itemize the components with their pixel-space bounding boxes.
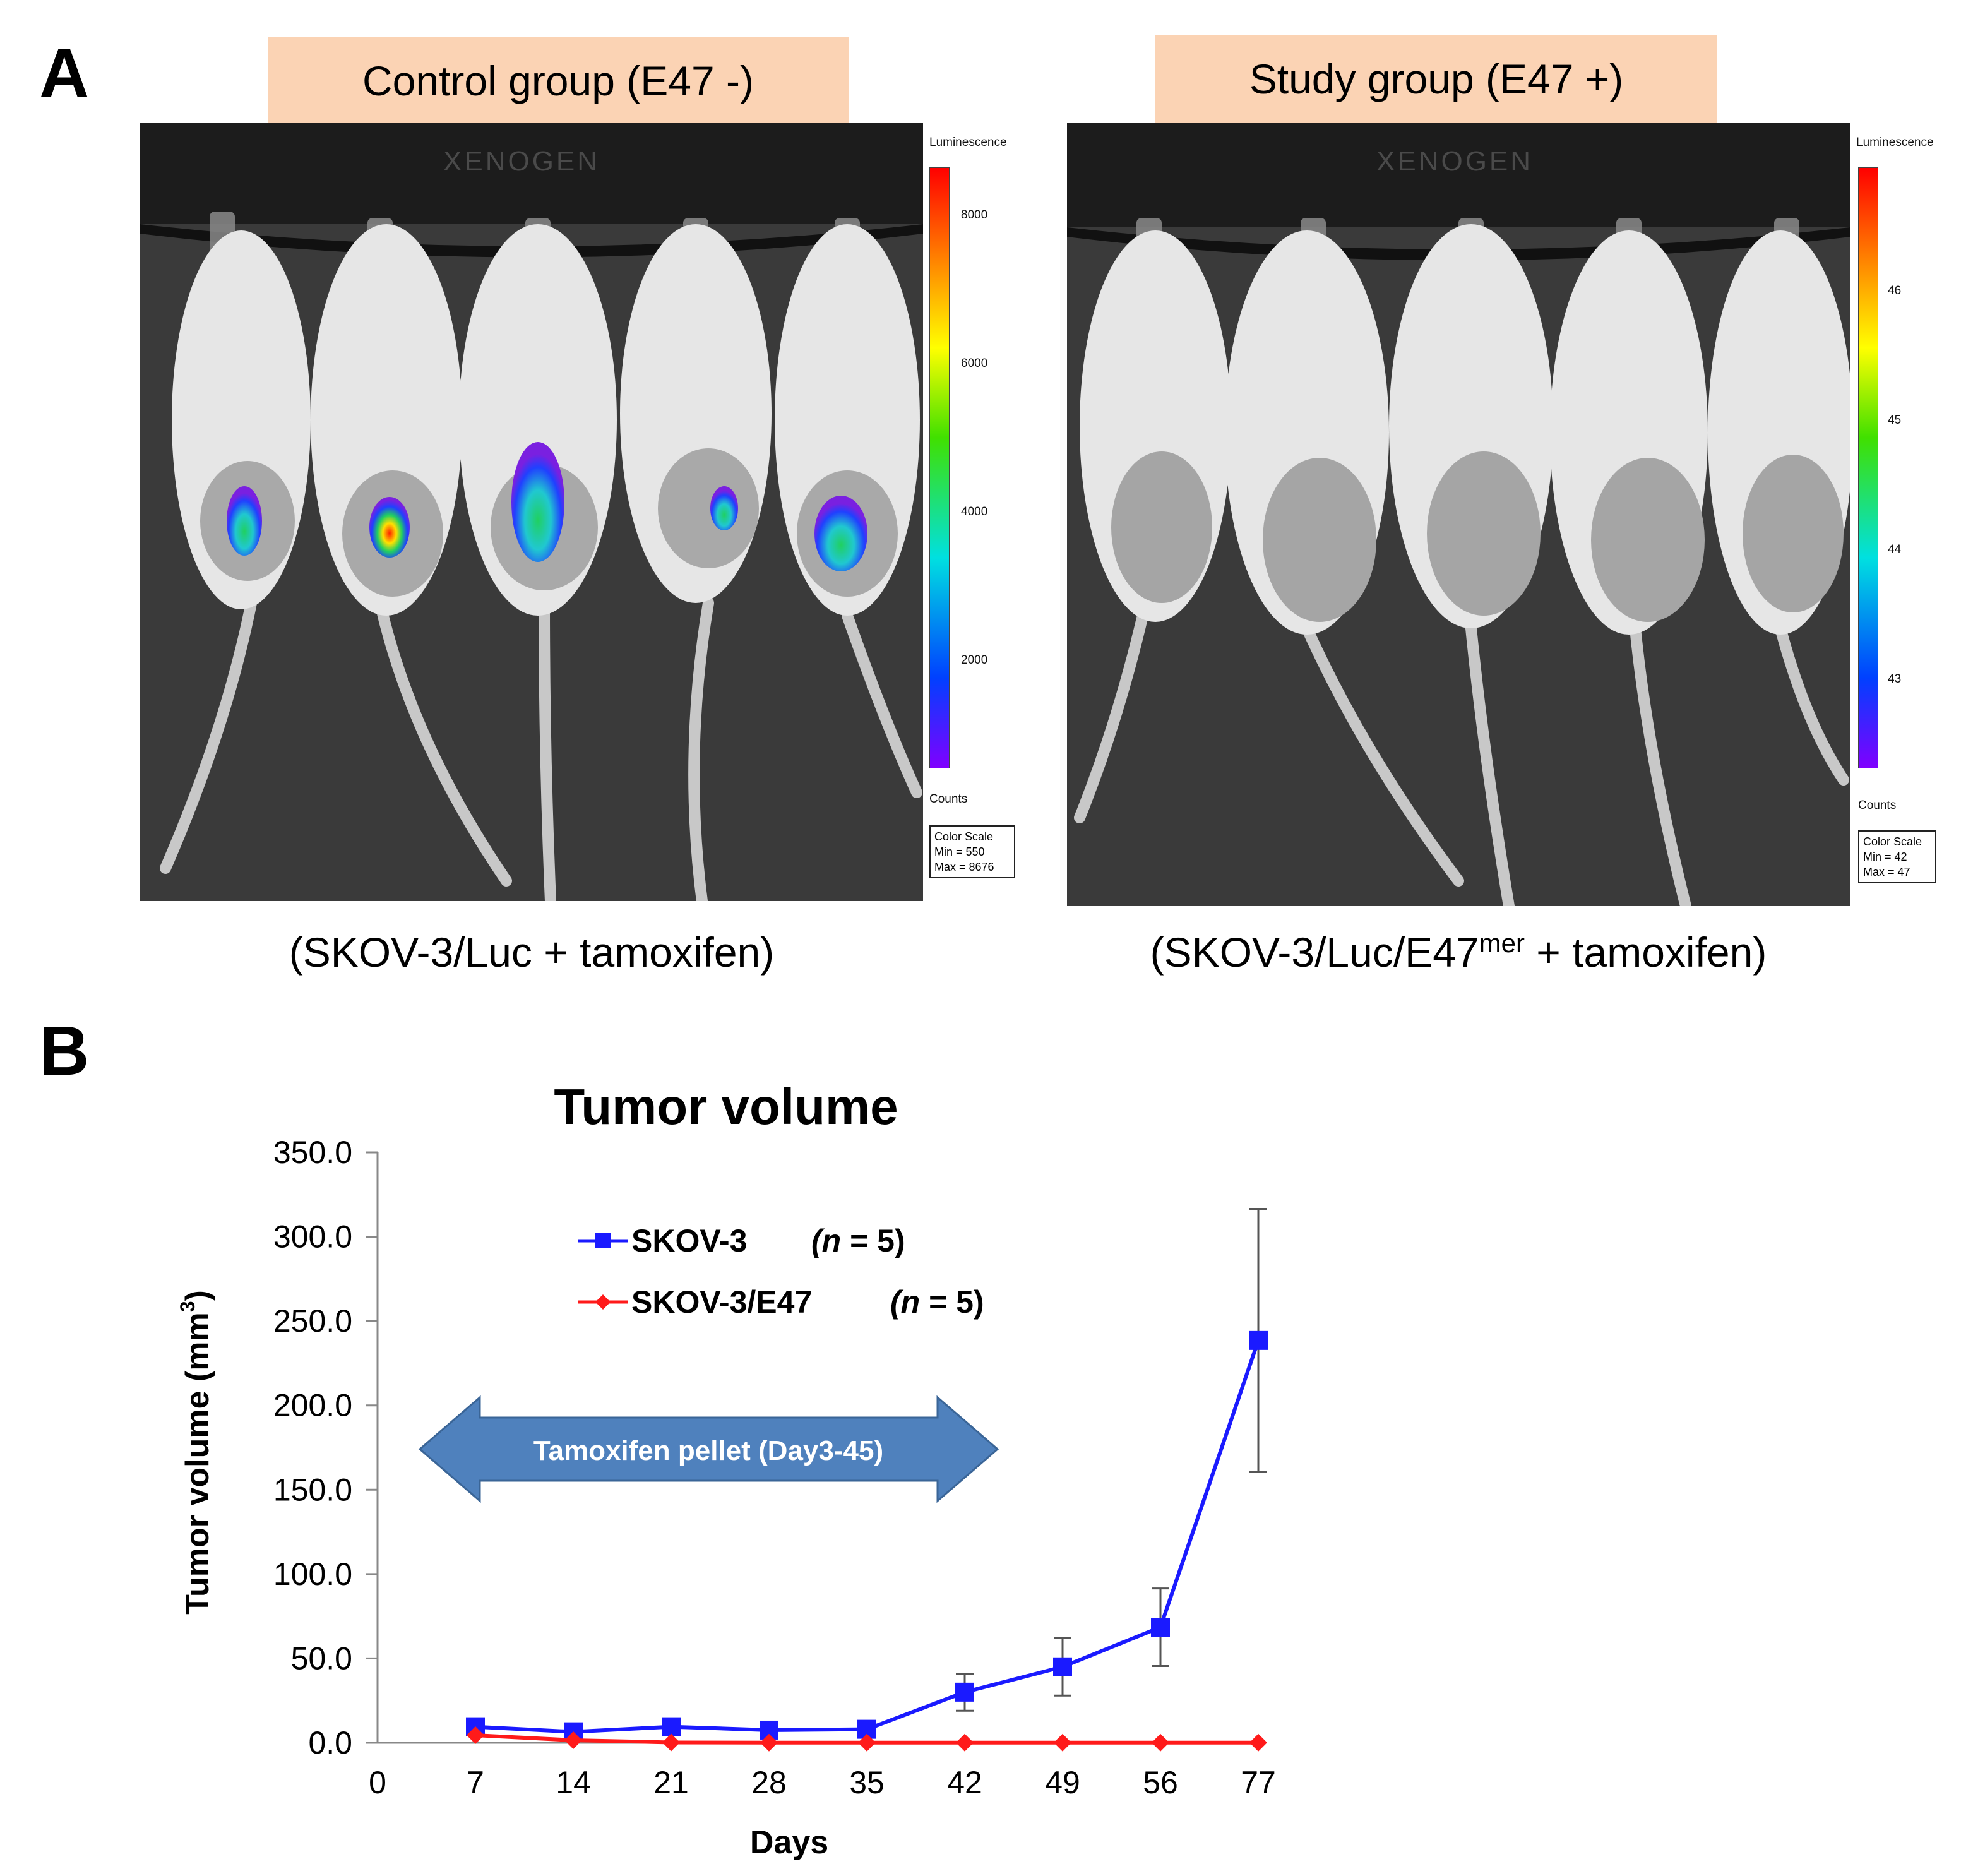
x-tick-label: 35	[849, 1765, 885, 1800]
data-point-skov-3	[662, 1717, 681, 1736]
study-scale-box-title: Color Scale	[1863, 835, 1922, 848]
control-scale-tick-3: 4000	[961, 505, 988, 518]
chart-legend: SKOV-3 (n = 5) SKOV-3/E47 (n = 5)	[578, 1223, 984, 1320]
control-group-image: XENOGEN	[140, 123, 923, 901]
x-tick-label: 28	[751, 1765, 787, 1800]
y-tick-label: 350.0	[273, 1135, 352, 1170]
control-scale-tick-4: 2000	[961, 654, 988, 667]
y-tick-label: 100.0	[273, 1556, 352, 1592]
x-tick-label: 77	[1241, 1765, 1276, 1800]
data-point-skov-3-e47	[1054, 1733, 1071, 1752]
study-scale-box: Color Scale Min = 42 Max = 47	[1858, 830, 1936, 883]
legend-label-skov3: SKOV-3	[631, 1223, 747, 1258]
study-instrument-text: XENOGEN	[1376, 146, 1533, 177]
data-point-skov-3-e47	[662, 1733, 680, 1752]
data-point-skov-3-e47	[858, 1733, 876, 1752]
study-caption-sup: mer	[1479, 928, 1525, 958]
control-scale-unit: Counts	[929, 792, 968, 806]
y-axis-label-close: )	[179, 1290, 216, 1301]
study-scale-title: Luminescence	[1856, 136, 1934, 149]
legend-label-skov3-e47: SKOV-3/E47	[631, 1284, 812, 1320]
legend-n-letter-skov3-e47: n	[901, 1284, 921, 1320]
y-tick-label: 300.0	[273, 1219, 352, 1255]
x-tick-label: 7	[467, 1765, 484, 1800]
x-tick-label: 42	[947, 1765, 982, 1800]
data-point-skov-3	[1249, 1330, 1268, 1350]
data-point-skov-3-e47	[1249, 1733, 1267, 1752]
control-scale-tick-1: 8000	[961, 208, 988, 222]
panel-a-letter: A	[39, 35, 90, 112]
study-group-label: Study group (E47 +)	[1155, 35, 1717, 123]
legend-n-letter-skov3: n	[822, 1223, 842, 1258]
series-line-skov-3	[475, 1339, 1260, 1734]
control-scale-max: Max = 8676	[934, 861, 994, 873]
study-caption: (SKOV-3/Luc/E47mer + tamoxifen)	[1067, 928, 1850, 976]
x-tick-label: 14	[556, 1765, 591, 1800]
study-scale-min: Min = 42	[1863, 851, 1907, 863]
data-point-skov-3	[1151, 1618, 1170, 1637]
control-scale-bar	[929, 167, 950, 768]
y-axis-label: Tumor volume (mm3)	[176, 1290, 216, 1615]
control-scale-min: Min = 550	[934, 845, 985, 858]
y-tick-label: 0.0	[308, 1725, 352, 1760]
study-caption-main: (SKOV-3/Luc/E47	[1150, 929, 1479, 976]
study-scale-max: Max = 47	[1863, 866, 1910, 878]
data-point-skov-3-e47	[760, 1733, 778, 1752]
legend-n-skov3: (n = 5)	[811, 1223, 905, 1258]
y-tick-label: 200.0	[273, 1388, 352, 1423]
control-scale-tick-2: 6000	[961, 357, 988, 370]
x-tick-label: 0	[369, 1765, 386, 1800]
study-group-image: XENOGEN	[1067, 123, 1850, 906]
control-scale-box-title: Color Scale	[934, 830, 994, 843]
tamoxifen-arrow	[418, 1395, 999, 1503]
panel-b-letter: B	[39, 1012, 90, 1090]
study-caption-tail: + tamoxifen)	[1524, 929, 1767, 976]
data-point-skov-3	[1053, 1657, 1072, 1676]
study-color-scale: Luminescence 46 45 44 43 Counts Color Sc…	[1855, 123, 1950, 906]
tamoxifen-arrow-label: Tamoxifen pellet (Day3-45)	[533, 1435, 883, 1466]
study-scale-unit: Counts	[1858, 799, 1897, 812]
y-axis-label-sup: 3	[176, 1301, 199, 1312]
data-point-skov-3-e47	[1152, 1733, 1169, 1752]
x-tick-label: 21	[653, 1765, 689, 1800]
control-group-label: Control group (E47 -)	[268, 37, 849, 125]
study-scale-tick-1: 46	[1888, 284, 1902, 297]
data-point-skov-3-e47	[467, 1726, 484, 1744]
chart-title: Tumor volume	[554, 1078, 898, 1135]
control-caption: (SKOV-3/Luc + tamoxifen)	[289, 929, 775, 976]
data-point-skov-3-e47	[564, 1731, 582, 1749]
data-point-skov-3	[955, 1682, 974, 1702]
study-scale-bar	[1858, 167, 1878, 768]
y-tick-label: 150.0	[273, 1472, 352, 1507]
control-color-scale: Luminescence 8000 6000 4000 2000 Counts …	[923, 123, 1018, 901]
study-scale-tick-3: 44	[1888, 543, 1902, 556]
y-tick-label: 50.0	[291, 1640, 352, 1676]
data-point-skov-3-e47	[956, 1733, 974, 1752]
legend-n-value-skov3: = 5)	[841, 1223, 905, 1258]
control-mice-illustration: XENOGEN	[140, 123, 923, 901]
legend-marker-skov3-e47	[595, 1294, 611, 1310]
x-tick-label: 56	[1143, 1765, 1178, 1800]
y-tick-label: 250.0	[273, 1303, 352, 1339]
legend-marker-skov3	[595, 1233, 611, 1248]
x-tick-label: 49	[1045, 1765, 1080, 1800]
tumor-volume-chart: Tumor volume 0.0 50.0 100.0 150.0 200.0 250.0…	[176, 1078, 1276, 1861]
control-scale-box: Color Scale Min = 550 Max = 8676	[929, 825, 1015, 878]
study-mice-illustration: XENOGEN	[1067, 123, 1850, 906]
control-instrument-text: XENOGEN	[443, 146, 600, 177]
study-scale-tick-4: 43	[1888, 672, 1902, 686]
legend-n-value-skov3-e47: = 5)	[920, 1284, 984, 1320]
x-axis-label: Days	[750, 1824, 828, 1861]
study-scale-tick-2: 45	[1888, 414, 1902, 427]
y-axis-label-main: Tumor volume (mm	[179, 1312, 216, 1615]
control-scale-title: Luminescence	[929, 136, 1007, 149]
legend-n-skov3-e47: (n = 5)	[890, 1284, 984, 1320]
